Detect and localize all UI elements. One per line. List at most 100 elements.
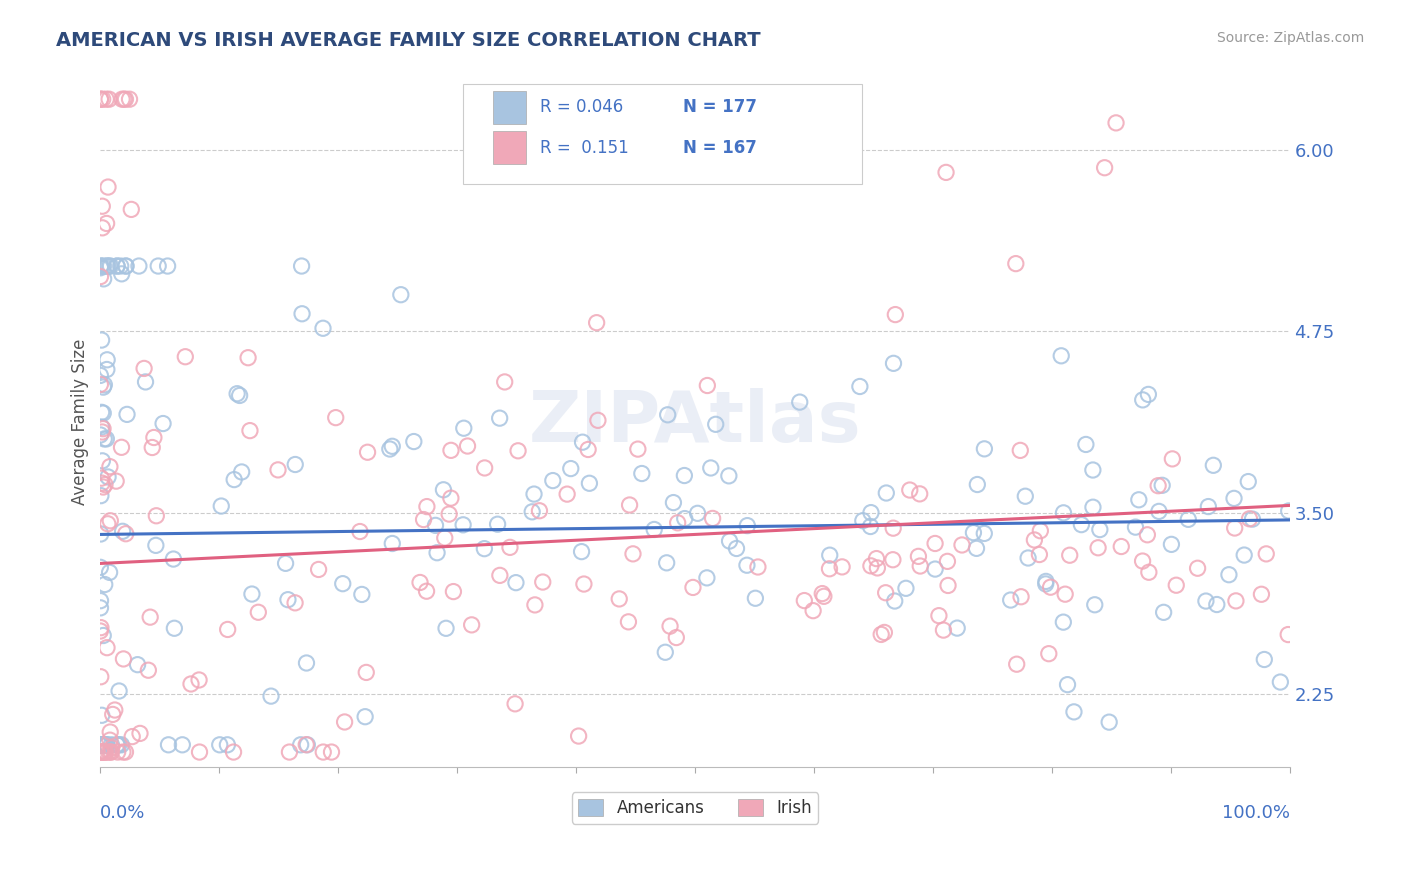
- Point: [127, 657, 149, 672]
- Point: [440, 491, 463, 505]
- Point: [91, 454, 114, 468]
- Point: [1202, 458, 1225, 473]
- Point: [90, 489, 112, 503]
- Point: [90, 333, 112, 347]
- Point: [91, 380, 114, 394]
- Point: [98, 745, 121, 759]
- Point: [93, 377, 115, 392]
- Point: [1239, 512, 1261, 526]
- Point: [907, 549, 929, 564]
- Point: [91, 199, 114, 213]
- Point: [108, 684, 131, 698]
- Point: [96, 432, 118, 446]
- Point: [849, 379, 872, 393]
- Point: [228, 388, 250, 402]
- Point: [91, 738, 114, 752]
- Point: [883, 594, 905, 608]
- Point: [224, 473, 246, 487]
- Point: [94, 745, 117, 759]
- Point: [1054, 587, 1077, 601]
- Point: [1256, 547, 1278, 561]
- Point: [1153, 605, 1175, 619]
- Point: [489, 568, 512, 582]
- Point: [704, 417, 727, 432]
- Point: [118, 92, 141, 106]
- Point: [291, 259, 314, 273]
- Point: [114, 92, 136, 106]
- Point: [859, 558, 882, 573]
- Point: [138, 663, 160, 677]
- Point: [107, 745, 129, 759]
- Point: [882, 356, 904, 370]
- Point: [105, 259, 128, 273]
- Point: [90, 527, 112, 541]
- Point: [908, 559, 931, 574]
- Point: [350, 587, 373, 601]
- Point: [290, 738, 312, 752]
- Point: [409, 575, 432, 590]
- Point: [96, 259, 118, 273]
- Point: [93, 738, 115, 752]
- Point: [188, 745, 211, 759]
- Point: [441, 584, 464, 599]
- Point: [1166, 578, 1188, 592]
- Point: [717, 468, 740, 483]
- Point: [226, 386, 249, 401]
- Point: [1237, 475, 1260, 489]
- Point: [93, 259, 115, 273]
- Point: [96, 92, 118, 106]
- Point: [89, 260, 111, 275]
- Point: [97, 516, 120, 531]
- Point: [96, 738, 118, 752]
- Point: [412, 512, 434, 526]
- Point: [188, 673, 211, 687]
- Point: [93, 745, 115, 759]
- Point: [141, 441, 163, 455]
- Point: [1052, 615, 1074, 629]
- FancyBboxPatch shape: [494, 91, 526, 124]
- Point: [93, 432, 115, 446]
- Point: [627, 442, 650, 456]
- Point: [1225, 594, 1247, 608]
- Point: [1000, 593, 1022, 607]
- Point: [655, 556, 678, 570]
- Point: [89, 92, 111, 106]
- Point: [1277, 627, 1299, 641]
- Point: [966, 477, 988, 491]
- Point: [619, 498, 641, 512]
- Point: [89, 377, 111, 392]
- Point: [1028, 548, 1050, 562]
- Point: [108, 738, 131, 752]
- Point: [1074, 437, 1097, 451]
- Point: [488, 411, 510, 425]
- Point: [89, 600, 111, 615]
- Point: [898, 483, 921, 497]
- Point: [260, 689, 283, 703]
- Point: [617, 615, 640, 629]
- Point: [1152, 478, 1174, 492]
- Point: [440, 443, 463, 458]
- Point: [100, 740, 122, 755]
- Point: [673, 511, 696, 525]
- Point: [859, 519, 882, 533]
- Point: [89, 738, 111, 752]
- Point: [586, 413, 609, 427]
- Text: N = 177: N = 177: [683, 98, 756, 117]
- Point: [555, 487, 578, 501]
- Point: [585, 316, 607, 330]
- Point: [523, 487, 546, 501]
- Point: [1147, 504, 1170, 518]
- Point: [145, 538, 167, 552]
- Point: [114, 526, 136, 541]
- Point: [247, 605, 270, 619]
- Point: [96, 738, 118, 752]
- Point: [354, 665, 377, 680]
- Point: [1187, 561, 1209, 575]
- Point: [105, 738, 128, 752]
- Point: [101, 707, 124, 722]
- Point: [1098, 715, 1121, 730]
- Point: [239, 424, 262, 438]
- Point: [415, 584, 437, 599]
- FancyBboxPatch shape: [463, 85, 862, 185]
- Point: [180, 677, 202, 691]
